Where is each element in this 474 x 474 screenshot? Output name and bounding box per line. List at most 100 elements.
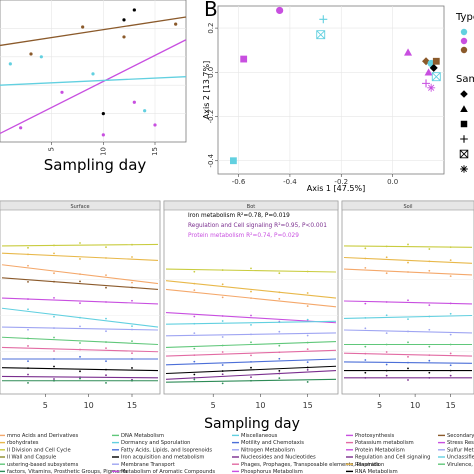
data-point — [131, 340, 133, 343]
panel-a-ticks: 5 10 15 — [48, 142, 159, 156]
data-point — [79, 258, 81, 260]
panel-a-grid — [0, 0, 186, 142]
regression-annotation: Protein metabolism R²=0.74, P=0.029 — [188, 232, 299, 239]
data-point — [407, 367, 409, 370]
data-point — [193, 282, 196, 285]
facet-title: Surface — [70, 204, 89, 210]
data-point — [132, 8, 136, 12]
x-tick-label: 5 — [377, 401, 382, 410]
data-point — [53, 379, 55, 382]
data-point — [364, 302, 367, 305]
data-point — [428, 354, 431, 357]
data-point — [193, 322, 196, 325]
legend-label: DNA Metabolism — [121, 433, 164, 439]
legend-label: Dormancy and Sporulation — [121, 440, 190, 446]
data-point — [105, 286, 107, 289]
ordination-point — [431, 72, 441, 82]
legend-label: Photosynthesis — [355, 433, 395, 439]
data-point — [306, 361, 309, 364]
data-point — [29, 52, 33, 56]
data-point — [79, 242, 81, 244]
data-point — [53, 252, 55, 255]
data-point — [193, 354, 196, 357]
data-point — [105, 274, 107, 277]
panel-a-xlabel: Sampling day — [44, 156, 147, 174]
data-point — [131, 281, 133, 284]
data-point — [131, 325, 133, 328]
panel-b-grid — [218, 6, 444, 174]
data-point — [122, 18, 126, 22]
data-point — [27, 360, 29, 363]
data-point — [131, 256, 133, 258]
data-point — [364, 345, 367, 348]
ordination-point — [422, 79, 431, 88]
legend-label: ll Wall and Capsule — [7, 455, 56, 461]
data-point — [53, 272, 55, 275]
data-point — [385, 314, 388, 317]
ordination-point — [459, 149, 469, 159]
data-point — [428, 248, 431, 250]
data-point — [250, 324, 252, 326]
data-point — [79, 376, 81, 379]
data-point — [27, 367, 29, 370]
data-point — [221, 296, 224, 299]
data-point — [105, 317, 107, 320]
data-point — [278, 377, 281, 379]
facet-title: Soil — [403, 204, 412, 210]
data-point — [306, 318, 309, 321]
y-tick-label: 0.2 — [207, 23, 215, 34]
legend-label: Nucleosides and Nucleotides — [241, 455, 316, 461]
data-point — [79, 280, 81, 283]
legend-label: rbohydrates — [7, 440, 39, 446]
legend-label: Fatty Acids, Lipids, and Isoprenoids — [121, 447, 212, 453]
data-point — [278, 357, 281, 360]
data-point — [131, 243, 133, 246]
data-point — [79, 302, 81, 305]
facet-soil: Soil — [341, 200, 474, 395]
data-point — [105, 341, 107, 343]
data-point — [122, 35, 126, 39]
data-point — [250, 333, 252, 336]
x-tick-label: -0.2 — [334, 178, 348, 186]
x-tick-label: -0.4 — [283, 178, 297, 186]
data-point — [364, 376, 367, 379]
data-point — [91, 72, 95, 76]
data-point — [407, 318, 409, 321]
facet-frame — [341, 200, 474, 395]
data-point — [278, 369, 281, 372]
data-point — [449, 302, 452, 305]
legend-label: Membrane Transport — [121, 462, 175, 468]
data-point — [105, 347, 107, 350]
data-point — [428, 315, 431, 318]
x-tick-label: 5 — [43, 401, 48, 410]
x-tick-label: 0.0 — [387, 178, 398, 186]
data-point — [221, 336, 224, 338]
ordination-point — [460, 165, 468, 173]
data-point — [153, 123, 157, 127]
data-point — [364, 327, 367, 330]
x-tick-label: 5 — [48, 147, 56, 151]
facet-title: Bot — [247, 204, 255, 210]
data-point — [364, 359, 367, 361]
data-point — [221, 351, 224, 353]
legend-label: Unclassified Ce — [447, 455, 474, 461]
legend-label: ustering-based subsystems — [7, 462, 79, 468]
regression-annotation: Regulation and Cell signaling R²=0.95, P… — [188, 222, 327, 229]
data-point — [53, 336, 55, 339]
data-point — [27, 337, 29, 340]
data-point — [131, 358, 133, 360]
data-point — [449, 364, 452, 367]
panel-a-marks — [0, 8, 187, 137]
panel-b: B -0.6 -0.4 -0.2 0.0 0.2 0.0 -0.2 -0.4 Axis 1 [… — [202, 0, 474, 193]
data-point — [27, 246, 29, 249]
legend-title-sample: Sam — [456, 74, 474, 85]
data-point — [364, 247, 367, 250]
data-point — [364, 257, 367, 260]
data-point — [81, 25, 85, 29]
legend-type-key — [460, 28, 468, 36]
legend-label: Protein Metabolism — [355, 447, 405, 453]
data-point — [79, 273, 81, 276]
data-point — [250, 361, 252, 363]
data-point — [105, 330, 107, 333]
data-point — [19, 126, 23, 130]
